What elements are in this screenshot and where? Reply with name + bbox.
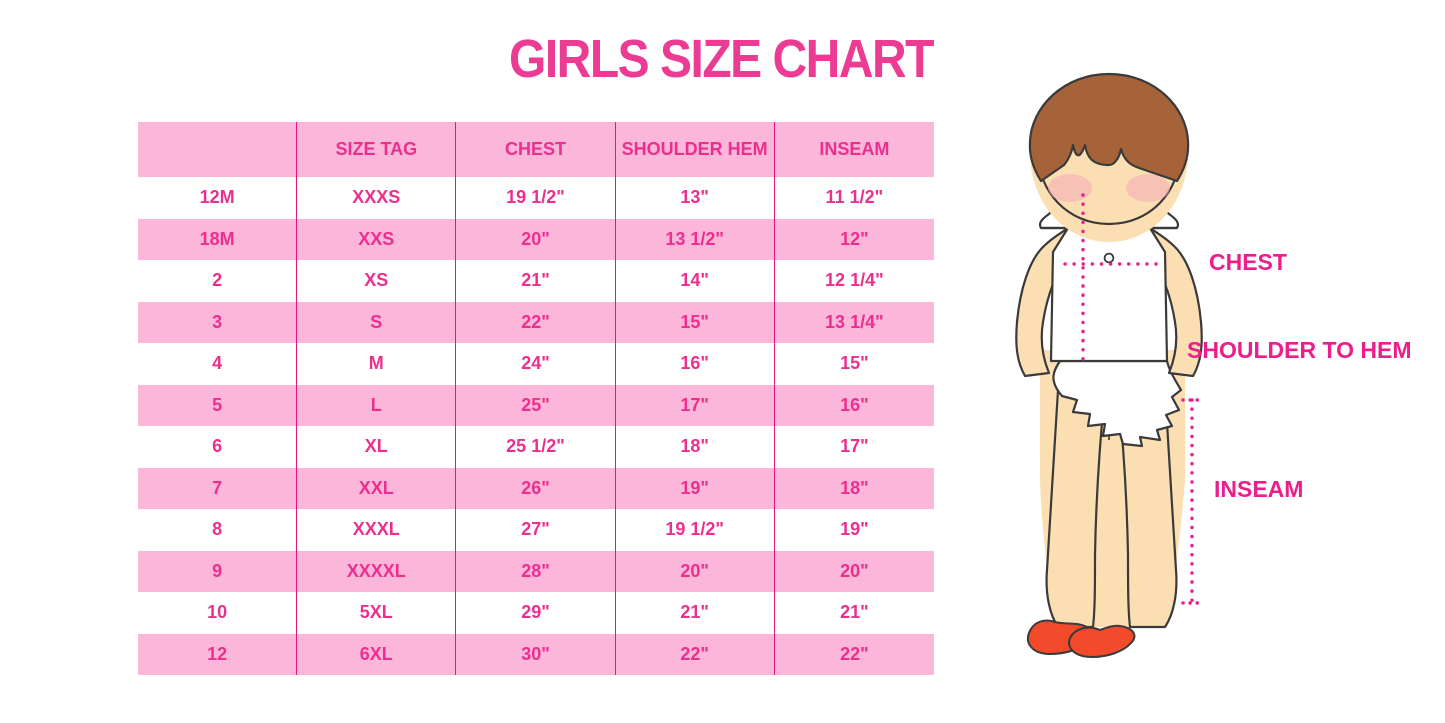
svg-text:SHOULDER TO HEM: SHOULDER TO HEM [1187,337,1411,363]
svg-text:CHEST: CHEST [1209,249,1287,275]
svg-text:INSEAM: INSEAM [1214,476,1303,502]
